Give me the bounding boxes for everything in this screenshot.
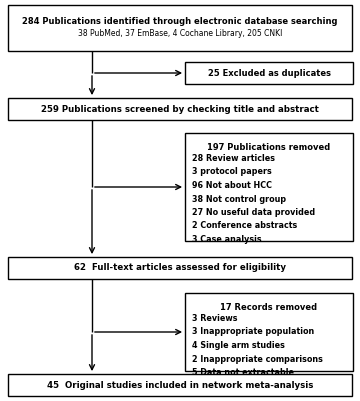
Text: 38 PubMed, 37 EmBase, 4 Cochane Library, 205 CNKI: 38 PubMed, 37 EmBase, 4 Cochane Library,… <box>78 30 282 38</box>
Text: 38 Not control group: 38 Not control group <box>192 194 286 203</box>
Text: 3 Case analysis: 3 Case analysis <box>192 235 262 244</box>
Text: 4 Single arm studies: 4 Single arm studies <box>192 341 285 350</box>
Bar <box>8 5 352 51</box>
Text: 28 Review articles: 28 Review articles <box>192 154 275 163</box>
Bar <box>8 257 352 279</box>
Bar <box>185 62 353 84</box>
Text: 27 No useful data provided: 27 No useful data provided <box>192 208 315 217</box>
Text: 284 Publications identified through electronic database searching: 284 Publications identified through elec… <box>22 16 338 26</box>
Bar <box>185 293 353 371</box>
Bar <box>8 374 352 396</box>
Text: 25 Excluded as duplicates: 25 Excluded as duplicates <box>207 69 330 77</box>
Text: 5 Data not extractable: 5 Data not extractable <box>192 368 294 377</box>
Text: 3 Inappropriate population: 3 Inappropriate population <box>192 328 314 336</box>
Text: 62  Full-text articles assessed for eligibility: 62 Full-text articles assessed for eligi… <box>74 263 286 273</box>
Text: 45  Original studies included in network meta-analysis: 45 Original studies included in network … <box>47 381 313 389</box>
Text: 17 Records removed: 17 Records removed <box>220 303 318 312</box>
Text: 2 Conference abstracts: 2 Conference abstracts <box>192 221 297 231</box>
Text: 2 Inappropriate comparisons: 2 Inappropriate comparisons <box>192 354 323 363</box>
Bar <box>185 133 353 241</box>
Text: 3 protocol papers: 3 protocol papers <box>192 168 272 176</box>
Text: 96 Not about HCC: 96 Not about HCC <box>192 181 272 190</box>
Text: 3 Reviews: 3 Reviews <box>192 314 238 323</box>
Text: 259 Publications screened by checking title and abstract: 259 Publications screened by checking ti… <box>41 105 319 113</box>
Text: 197 Publications removed: 197 Publications removed <box>207 143 330 152</box>
Bar <box>8 98 352 120</box>
